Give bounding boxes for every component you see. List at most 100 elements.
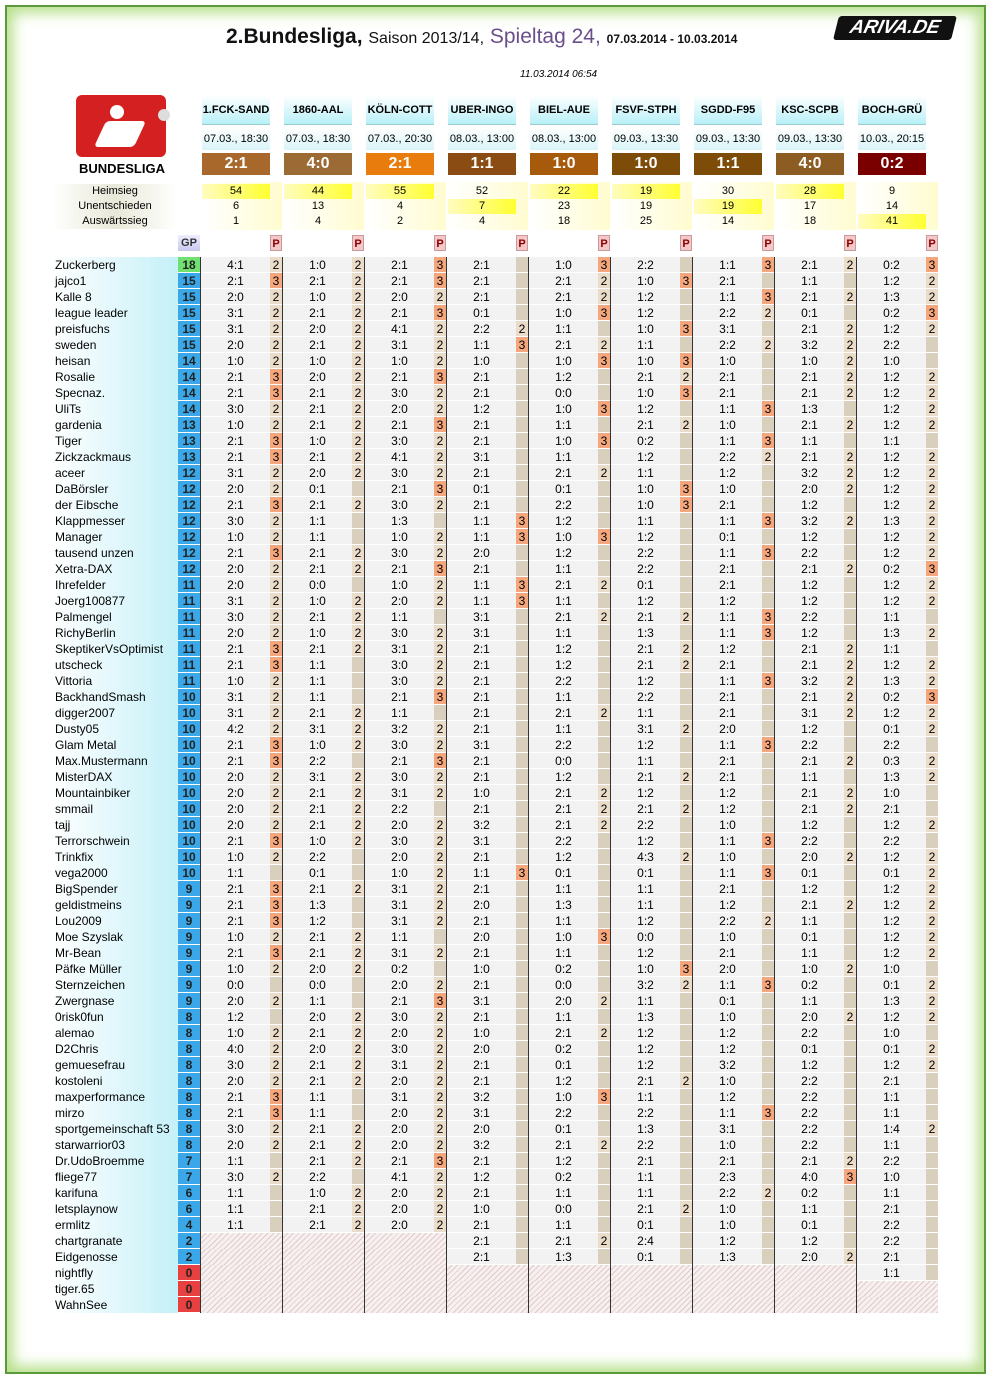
- empty-tip: [693, 1281, 774, 1297]
- column-divider: [774, 257, 775, 1313]
- points: [680, 449, 692, 465]
- points: 2: [270, 1025, 282, 1041]
- tip: 0:1: [857, 865, 926, 881]
- points: [762, 593, 774, 609]
- points: 2: [680, 1201, 692, 1217]
- gp: 10: [178, 833, 200, 849]
- points: 2: [352, 625, 364, 641]
- player-name: Mountainbiker: [52, 785, 178, 801]
- tip: 2:1: [283, 945, 352, 961]
- tip: 1:1: [693, 673, 762, 689]
- player-name: aceer: [52, 465, 178, 481]
- player-name: jajco1: [52, 273, 178, 289]
- tip: 1:2: [611, 529, 680, 545]
- tip: 2:1: [611, 369, 680, 385]
- points: 2: [352, 641, 364, 657]
- tip: 2:1: [693, 385, 762, 401]
- player-name: MisterDAX: [52, 769, 178, 785]
- tip: 1:1: [775, 913, 844, 929]
- stat-value: 4: [478, 215, 486, 227]
- stat-value: 7: [448, 199, 516, 214]
- gp: 7: [178, 1153, 200, 1169]
- tip: 2:1: [693, 273, 762, 289]
- tip: 2:1: [283, 801, 352, 817]
- points: [844, 273, 856, 289]
- tip: 0:1: [693, 993, 762, 1009]
- points: [844, 817, 856, 833]
- points: [516, 817, 528, 833]
- points: 2: [434, 1105, 446, 1121]
- points: 2: [270, 961, 282, 977]
- points: 2: [434, 337, 446, 353]
- tip: 1:1: [365, 705, 434, 721]
- points: 2: [434, 1089, 446, 1105]
- points: 2: [270, 593, 282, 609]
- match-name: FSVF-STPH: [612, 95, 680, 125]
- points: [926, 1137, 938, 1153]
- points: [762, 801, 774, 817]
- tip: 0:2: [529, 1169, 598, 1185]
- tip: 2:1: [775, 561, 844, 577]
- points: 2: [352, 497, 364, 513]
- match-result: 1:1: [448, 153, 516, 175]
- tip: 2:0: [365, 1137, 434, 1153]
- stat-value: 23: [557, 200, 571, 212]
- points: 2: [844, 481, 856, 497]
- match-result: 4:0: [284, 153, 352, 175]
- tip: 0:0: [529, 753, 598, 769]
- empty-tip: [365, 1297, 446, 1313]
- tip: 1:0: [365, 865, 434, 881]
- points-header: P: [762, 235, 774, 251]
- points: [516, 673, 528, 689]
- player-name: alemao: [52, 1025, 178, 1041]
- tip: 1:1: [447, 529, 516, 545]
- gp: 4: [178, 1217, 200, 1233]
- points: [680, 865, 692, 881]
- points: [762, 353, 774, 369]
- points: 3: [434, 561, 446, 577]
- points: 3: [434, 257, 446, 273]
- tip: 1:2: [775, 881, 844, 897]
- tip: 1:1: [283, 689, 352, 705]
- tip: 2:2: [775, 833, 844, 849]
- tip: 0:1: [775, 1217, 844, 1233]
- points: 3: [598, 257, 610, 273]
- points: 2: [680, 657, 692, 673]
- stat-value: 52: [475, 185, 489, 197]
- points: [844, 865, 856, 881]
- points: 2: [434, 833, 446, 849]
- tip: 2:0: [201, 817, 270, 833]
- points: 2: [352, 609, 364, 625]
- points: 3: [270, 913, 282, 929]
- tip: 2:0: [201, 289, 270, 305]
- tip: 1:1: [283, 993, 352, 1009]
- points: 3: [270, 753, 282, 769]
- match-result: 1:0: [612, 153, 680, 175]
- tip: 2:1: [283, 641, 352, 657]
- points-header: P: [598, 235, 610, 251]
- tip: 0:2: [857, 561, 926, 577]
- tip: 1:1: [529, 1185, 598, 1201]
- tip: 2:0: [365, 1025, 434, 1041]
- points: 2: [352, 881, 364, 897]
- tip: 2:2: [529, 673, 598, 689]
- points: [762, 1041, 774, 1057]
- points: [352, 897, 364, 913]
- points: 3: [516, 577, 528, 593]
- points: [516, 1233, 528, 1249]
- gp: 12: [178, 497, 200, 513]
- points: 2: [270, 401, 282, 417]
- tip: 1:0: [775, 961, 844, 977]
- gp: 12: [178, 529, 200, 545]
- points: [926, 1073, 938, 1089]
- tip: 1:2: [611, 593, 680, 609]
- tip: 3:1: [201, 465, 270, 481]
- tip: 3:0: [201, 1121, 270, 1137]
- points: 2: [434, 897, 446, 913]
- tip: 2:1: [693, 753, 762, 769]
- tip: 3:2: [611, 977, 680, 993]
- tip: 1:1: [857, 1265, 926, 1281]
- tip: 2:2: [283, 1169, 352, 1185]
- points: 3: [598, 433, 610, 449]
- gp: 8: [178, 1009, 200, 1025]
